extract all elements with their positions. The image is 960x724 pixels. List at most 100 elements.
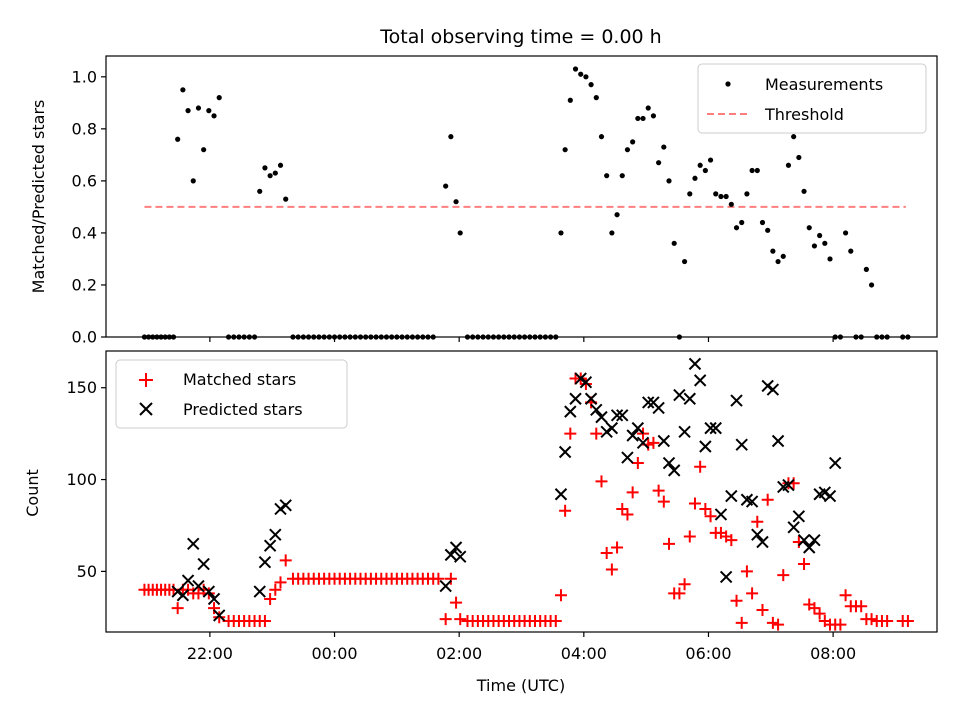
- matched-stars-point: [663, 537, 676, 550]
- top-y-tick-label: 0.2: [72, 275, 97, 294]
- matched-stars-point: [590, 427, 603, 440]
- predicted-stars-point: [662, 456, 676, 470]
- predicted-stars-point: [766, 383, 780, 396]
- matched-stars-point: [264, 592, 277, 605]
- measurement-point: [567, 97, 573, 103]
- measurement-point: [604, 173, 610, 179]
- measurement-point: [593, 95, 599, 101]
- predicted-stars-point: [187, 537, 200, 551]
- measurement-point: [558, 230, 564, 236]
- measurement-point: [822, 240, 828, 246]
- matched-stars-point: [772, 618, 785, 631]
- predicted-stars-point: [704, 421, 717, 435]
- predicted-stars-point: [657, 434, 671, 448]
- top-y-axis-label: Matched/Predicted stars: [29, 100, 48, 294]
- x-axis-label: Time (UTC): [476, 676, 565, 695]
- predicted-stars-point: [688, 357, 702, 371]
- predicted-stars-point: [771, 434, 785, 448]
- predicted-stars-point: [751, 528, 764, 541]
- matched-stars-point: [678, 578, 691, 591]
- predicted-stars-point: [621, 451, 634, 464]
- measurement-point: [562, 147, 568, 153]
- predicted-stars-point: [709, 421, 722, 435]
- predicted-stars-point: [595, 410, 608, 424]
- matched-stars-point: [621, 508, 634, 521]
- predicted-stars-point: [574, 372, 587, 385]
- predicted-stars-point: [735, 438, 748, 451]
- matched-stars-point: [559, 504, 572, 517]
- predicted-stars-point: [636, 436, 650, 450]
- matched-stars-point: [652, 484, 665, 497]
- matched-stars-point: [725, 534, 738, 547]
- matched-stars-point: [766, 616, 779, 629]
- measurement-point: [811, 243, 818, 249]
- measurement-point: [806, 225, 812, 231]
- matched-stars-point: [269, 583, 282, 596]
- predicted-stars-point: [584, 392, 598, 405]
- measurement-point: [739, 219, 745, 226]
- predicted-stars-point: [269, 528, 282, 541]
- matched-stars-point: [171, 602, 184, 615]
- measurement-point: [453, 199, 459, 205]
- matched-stars-point: [798, 558, 811, 571]
- predicted-stars-point: [590, 403, 603, 416]
- measurement-point: [765, 227, 771, 233]
- predicted-stars-point: [176, 589, 190, 602]
- legend-marker-matched: [139, 373, 153, 387]
- matched-stars-point: [258, 614, 271, 627]
- predicted-stars-point: [719, 570, 733, 584]
- predicted-stars-point: [279, 499, 292, 512]
- predicted-stars-point: [213, 609, 226, 622]
- measurement-point: [624, 147, 631, 153]
- matched-stars-point: [704, 510, 717, 523]
- top-y-tick-label: 0.8: [72, 119, 97, 138]
- legend-label-measurements: Measurements: [765, 75, 883, 94]
- predicted-stars-point: [782, 478, 795, 492]
- predicted-stars-point: [171, 585, 184, 598]
- bottom-y-tick-label: 50: [77, 562, 97, 581]
- matched-stars-point: [564, 427, 577, 440]
- matched-stars-point: [454, 613, 467, 626]
- measurement-point: [262, 165, 268, 171]
- measurement-point: [272, 170, 278, 176]
- legend-marker-measurements: [725, 81, 731, 87]
- measurement-point: [443, 183, 449, 189]
- measurement-point: [796, 154, 802, 161]
- measurement-point: [754, 167, 760, 174]
- predicted-stars-point: [569, 392, 582, 405]
- x-tick-label: 02:00: [436, 644, 482, 663]
- measurement-point: [206, 108, 212, 114]
- x-tick-label: 06:00: [685, 644, 731, 663]
- matched-stars-point: [694, 460, 707, 473]
- measurement-point: [801, 188, 807, 194]
- matched-stars-point: [808, 602, 821, 615]
- predicted-stars-point: [197, 557, 210, 571]
- measurement-point: [656, 160, 662, 166]
- measurement-point: [791, 134, 797, 140]
- matched-stars-point: [554, 589, 567, 602]
- bottom-y-tick-label: 100: [66, 470, 97, 489]
- measurement-point: [614, 212, 620, 218]
- measurement-point: [457, 230, 463, 236]
- measurement-point: [713, 191, 719, 197]
- chart-title: Total observing time = 0.00 h: [379, 26, 661, 48]
- measurement-point: [785, 162, 792, 168]
- x-tick-label: 08:00: [810, 644, 856, 663]
- predicted-stars-point: [730, 394, 743, 407]
- predicted-stars-point: [616, 409, 629, 422]
- predicted-stars-point: [725, 489, 738, 503]
- top-y-ticks: 0.0 0.2 0.4 0.6 0.8 1.0: [72, 67, 106, 347]
- predicted-stars-point: [258, 556, 272, 569]
- x-tick-label: 22:00: [187, 644, 233, 663]
- matched-stars-point: [683, 530, 696, 543]
- predicted-stars-point: [554, 488, 568, 501]
- predicted-stars-point: [699, 440, 712, 453]
- matched-stars-point: [616, 502, 629, 515]
- matched-stars-point: [439, 613, 452, 626]
- matched-stars-point: [813, 607, 826, 620]
- predicted-stars-point: [610, 409, 624, 422]
- matched-stars-point: [657, 495, 670, 508]
- predicted-stars-point: [263, 539, 277, 552]
- predicted-stars-point: [797, 533, 811, 547]
